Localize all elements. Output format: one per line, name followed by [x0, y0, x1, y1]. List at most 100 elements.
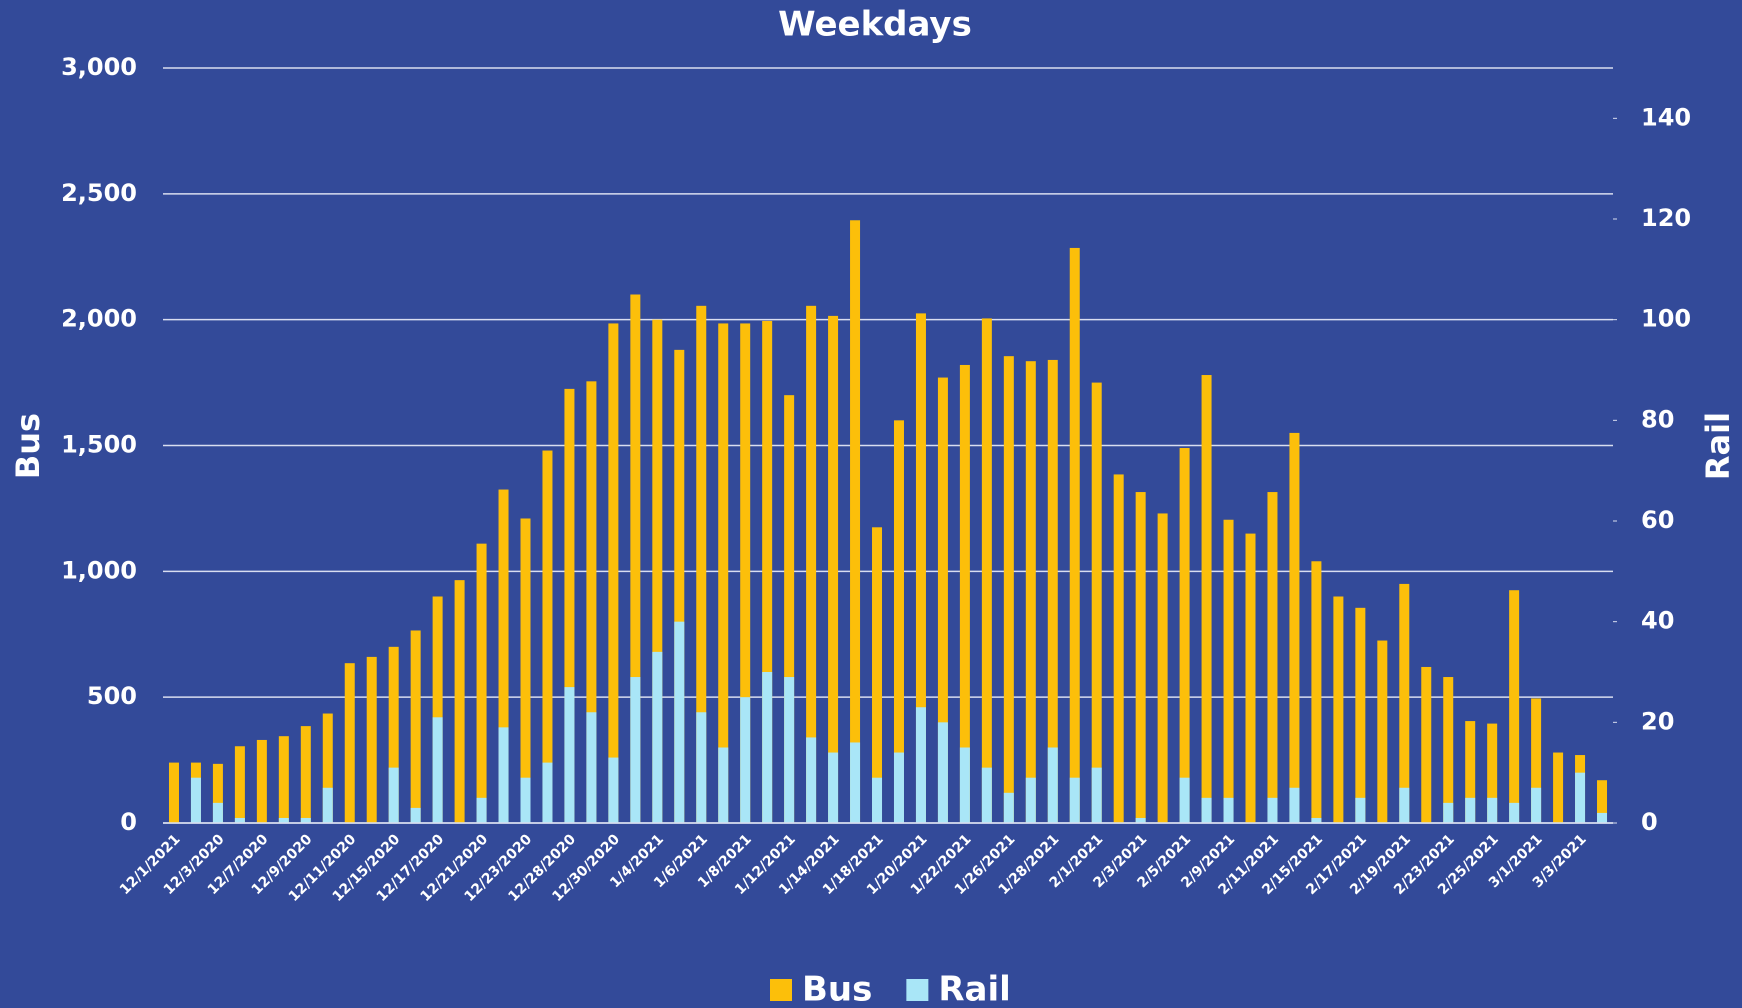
- bar: [1223, 519, 1234, 823]
- bar: [1179, 777, 1190, 823]
- legend-label: Bus: [802, 970, 872, 1008]
- bar: [718, 323, 729, 823]
- y-axis-title: Bus: [9, 413, 47, 479]
- bar: [1421, 666, 1432, 823]
- bar: [893, 420, 904, 823]
- bar: [915, 707, 926, 823]
- bar: [1465, 721, 1476, 823]
- bar: [1443, 677, 1454, 823]
- bar: [1399, 583, 1410, 823]
- bar: [740, 323, 751, 823]
- bar: [1025, 361, 1036, 823]
- bar: [630, 677, 641, 823]
- bar: [1245, 533, 1256, 823]
- bar: [190, 777, 201, 823]
- bar: [1223, 797, 1234, 823]
- bar: [476, 797, 487, 823]
- bar: [1091, 767, 1102, 823]
- y-tick-label: 500: [87, 682, 137, 710]
- bar: [828, 752, 839, 823]
- bar: [1201, 375, 1212, 823]
- y-tick-label: 0: [120, 808, 137, 836]
- bar: [498, 489, 509, 823]
- bar: [696, 712, 707, 823]
- y2-axis-title: Rail: [1699, 412, 1737, 480]
- bar: [718, 747, 729, 823]
- bar: [520, 518, 531, 823]
- bar: [1597, 812, 1608, 823]
- bar: [1399, 787, 1410, 823]
- bar: [981, 318, 992, 823]
- bar: [1355, 607, 1366, 823]
- bar: [674, 621, 685, 823]
- bar: [1179, 448, 1190, 823]
- y-tick-label: 1,000: [61, 556, 137, 584]
- y-tick-label: 3,000: [61, 53, 137, 81]
- bar: [300, 726, 311, 823]
- bar: [278, 736, 289, 823]
- bar: [652, 319, 663, 823]
- bar: [454, 580, 465, 823]
- legend-swatch: [906, 979, 929, 1001]
- bar: [322, 787, 333, 823]
- y2-tick-label: 60: [1641, 506, 1674, 534]
- bar: [344, 663, 355, 823]
- bar: [542, 450, 553, 823]
- bar: [806, 305, 817, 823]
- bar: [498, 727, 509, 823]
- bar: [1333, 596, 1344, 823]
- y-tick-label: 2,500: [61, 179, 137, 207]
- legend-label: Rail: [938, 970, 1010, 1008]
- bar: [762, 672, 773, 823]
- bar: [959, 747, 970, 823]
- bar: [1311, 817, 1322, 823]
- bar: [410, 807, 421, 823]
- bar: [674, 349, 685, 823]
- bar: [608, 757, 619, 823]
- bar: [1201, 797, 1212, 823]
- bar: [1509, 590, 1520, 823]
- bar: [1003, 792, 1014, 823]
- bar: [168, 762, 179, 823]
- bar: [586, 381, 597, 823]
- bar: [1091, 382, 1102, 823]
- bar: [630, 294, 641, 823]
- bar: [234, 817, 245, 823]
- bar: [388, 646, 399, 823]
- bar: [476, 543, 487, 823]
- bar: [784, 395, 795, 823]
- bar: [762, 320, 773, 823]
- bar: [828, 315, 839, 823]
- bar: [564, 687, 575, 823]
- bar: [872, 777, 883, 823]
- bar: [937, 377, 948, 823]
- bar: [1465, 797, 1476, 823]
- bar: [366, 656, 377, 823]
- bar: [1267, 492, 1278, 823]
- y-tick-label: 2,000: [61, 305, 137, 333]
- bar: [1443, 802, 1454, 823]
- bar: [1289, 432, 1300, 823]
- bar: [1267, 797, 1278, 823]
- chart-title: Weekdays: [778, 5, 972, 45]
- y2-tick-label: 80: [1641, 405, 1674, 433]
- bar: [1377, 640, 1388, 823]
- bar: [850, 220, 861, 824]
- bar: [256, 739, 267, 823]
- bar: [872, 527, 883, 823]
- bar: [1575, 772, 1586, 823]
- bar: [1069, 777, 1080, 823]
- bar: [959, 364, 970, 823]
- bar: [1509, 802, 1520, 823]
- bar: [564, 388, 575, 823]
- bar: [1553, 752, 1564, 823]
- bar: [1135, 817, 1146, 823]
- bar: [322, 713, 333, 823]
- bar: [850, 742, 861, 823]
- y2-tick-label: 40: [1641, 607, 1674, 635]
- y2-tick-label: 0: [1641, 808, 1658, 836]
- bar: [212, 802, 223, 823]
- bar: [893, 752, 904, 823]
